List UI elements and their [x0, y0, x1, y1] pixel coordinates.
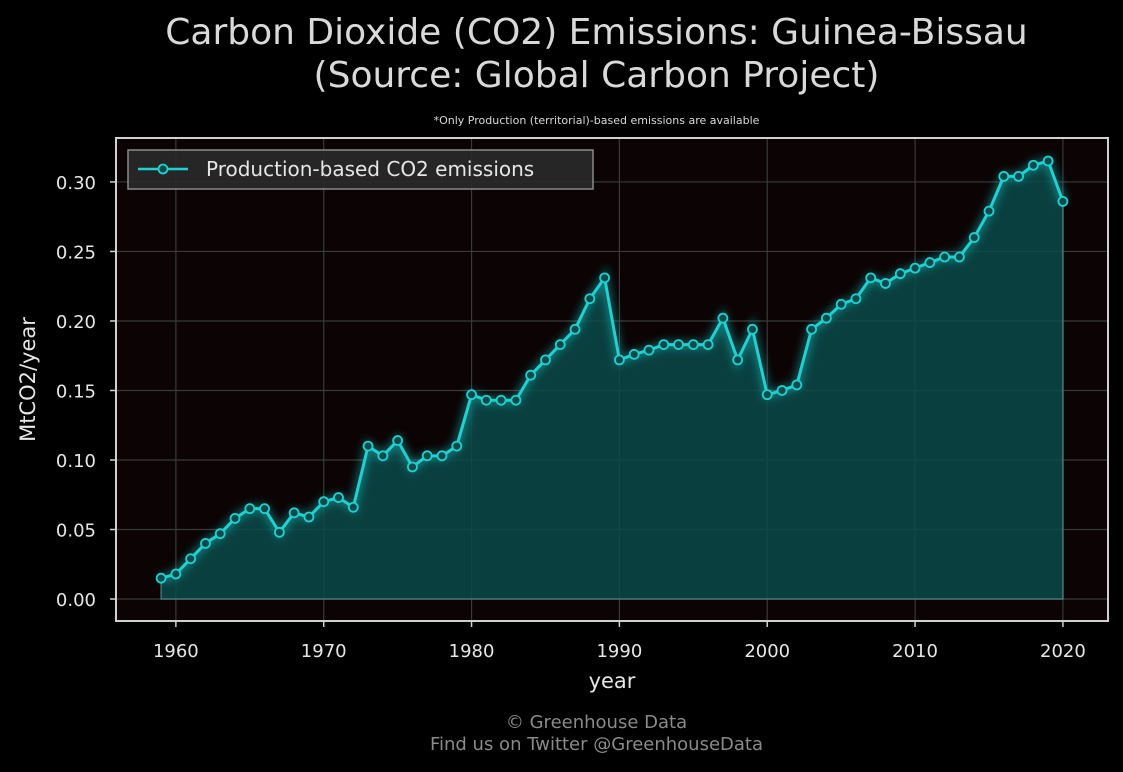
y-tick-label: 0.25: [56, 242, 96, 263]
data-point: [628, 348, 640, 360]
legend: Production-based CO2 emissions: [127, 149, 594, 190]
data-point: [747, 323, 758, 335]
data-point: [1042, 155, 1054, 167]
y-tick-label: 0.15: [56, 381, 96, 402]
data-point: [850, 293, 862, 305]
data-point: [273, 526, 285, 538]
legend-marker: [157, 163, 169, 175]
data-point: [510, 394, 522, 406]
y-tick-label: 0.00: [56, 590, 96, 611]
x-tick-label: 1990: [596, 641, 642, 662]
data-point: [761, 389, 773, 401]
chart-title: Carbon Dioxide (CO2) Emissions: Guinea-B…: [0, 11, 1123, 97]
data-point: [939, 251, 951, 263]
data-point: [318, 496, 330, 508]
data-point: [407, 461, 418, 473]
data-point: [732, 354, 744, 366]
data-point: [643, 344, 655, 356]
data-point: [451, 440, 463, 452]
chart-svg: 1960 1970 1980 1990 2000 2010 2020 0.00 0.05 0.10…: [16, 137, 1109, 693]
data-point: [554, 339, 566, 351]
data-point: [1027, 159, 1039, 171]
x-tick-label: 2010: [892, 641, 938, 662]
footer-twitter: Find us on Twitter @GreenhouseData: [429, 734, 764, 755]
data-point: [820, 312, 832, 324]
data-point: [968, 232, 980, 243]
data-point: [525, 369, 537, 381]
x-tick-label: 2000: [744, 641, 790, 662]
data-point: [421, 450, 433, 462]
x-tick-label: 2020: [1040, 641, 1086, 662]
data-point: [954, 251, 965, 263]
chart-title-line1: Carbon Dioxide (CO2) Emissions: Guinea-B…: [165, 12, 1028, 53]
data-point: [303, 511, 315, 523]
data-point: [333, 492, 344, 503]
data-point: [687, 339, 699, 351]
data-point: [865, 272, 877, 284]
x-tick-label: 1980: [449, 641, 495, 662]
data-point: [1057, 195, 1069, 207]
data-point: [998, 170, 1010, 182]
data-point: [791, 379, 803, 391]
data-point: [480, 394, 492, 406]
data-point: [229, 512, 241, 524]
data-point: [880, 278, 891, 289]
data-point: [288, 507, 300, 519]
x-tick-label: 1960: [153, 641, 199, 662]
data-point: [894, 268, 906, 280]
y-axis-label: MtCO2/year: [16, 317, 40, 442]
y-tick-label: 0.10: [56, 451, 96, 472]
data-point: [155, 572, 167, 584]
chart-title-line2: (Source: Global Carbon Project): [313, 55, 880, 96]
y-tick-label: 0.20: [56, 312, 96, 333]
data-point: [806, 323, 817, 335]
data-point: [776, 385, 788, 396]
data-point: [909, 262, 921, 274]
legend-label: Production-based CO2 emissions: [206, 157, 534, 181]
y-tick-label: 0.05: [56, 521, 96, 542]
data-point: [673, 339, 684, 351]
data-point: [924, 257, 936, 268]
data-point: [362, 440, 374, 452]
y-tick-label: 0.30: [56, 173, 96, 194]
data-point: [835, 298, 847, 310]
footer-copyright: © Greenhouse Data: [505, 712, 688, 733]
data-point: [347, 501, 359, 513]
data-point: [244, 503, 256, 515]
data-point: [377, 450, 389, 462]
data-point: [717, 312, 729, 324]
chart-note: *Only Production (territorial)-based emi…: [433, 114, 760, 127]
data-point: [658, 339, 670, 351]
legend-box: [127, 149, 594, 190]
data-point: [466, 389, 477, 401]
data-point: [702, 339, 714, 351]
footer: © Greenhouse Data Find us on Twitter @Gr…: [0, 712, 1123, 756]
data-point: [599, 272, 611, 284]
plot-area: 1960 1970 1980 1990 2000 2010 2020 0.00 0.05 0.10…: [16, 137, 1109, 693]
data-point: [983, 205, 995, 217]
data-point: [392, 435, 404, 446]
x-tick-label: 1970: [301, 641, 347, 662]
data-point: [259, 503, 270, 515]
data-point: [613, 354, 625, 366]
data-point: [436, 450, 448, 462]
data-point: [214, 528, 226, 540]
data-point: [200, 538, 211, 549]
data-point: [495, 394, 507, 406]
plot-frame: [115, 137, 1109, 622]
x-axis-label: year: [589, 669, 636, 693]
data-point: [569, 323, 581, 335]
data-point: [1013, 170, 1024, 182]
data-point: [170, 568, 182, 580]
data-point: [584, 293, 596, 305]
data-point: [185, 553, 197, 565]
data-point: [540, 354, 551, 366]
